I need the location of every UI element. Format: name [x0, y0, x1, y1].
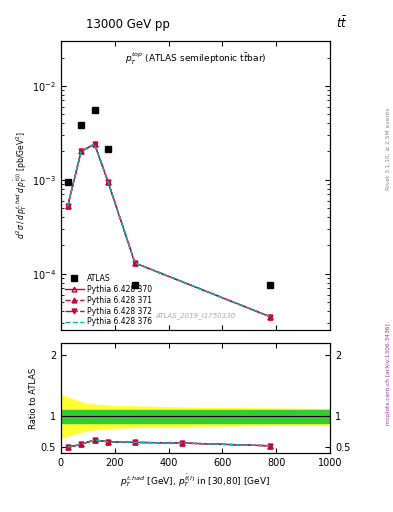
Line: Pythia 6.428 370: Pythia 6.428 370: [65, 142, 272, 319]
Pythia 6.428 376: [92, 141, 97, 147]
Pythia 6.428 370: [132, 260, 137, 266]
Text: ATLAS_2019_I1750330: ATLAS_2019_I1750330: [155, 312, 236, 318]
ATLAS: [92, 107, 97, 113]
Line: Pythia 6.428 372: Pythia 6.428 372: [65, 142, 272, 319]
Pythia 6.428 370: [267, 313, 272, 319]
ATLAS: [65, 179, 70, 185]
Pythia 6.428 371: [267, 313, 272, 319]
Pythia 6.428 372: [79, 148, 83, 155]
Pythia 6.428 371: [132, 260, 137, 266]
Pythia 6.428 376: [267, 313, 272, 319]
Text: $t\bar{t}$: $t\bar{t}$: [336, 15, 348, 31]
X-axis label: $p_T^{t,had}$ [GeV], $p_T^{\bar{t}(l)}$ in [30,80] [GeV]: $p_T^{t,had}$ [GeV], $p_T^{\bar{t}(l)}$ …: [120, 472, 271, 489]
Pythia 6.428 371: [79, 148, 83, 155]
Pythia 6.428 376: [79, 148, 83, 155]
Y-axis label: Ratio to ATLAS: Ratio to ATLAS: [29, 368, 38, 429]
Pythia 6.428 371: [106, 179, 110, 185]
Pythia 6.428 376: [106, 179, 110, 185]
Text: 13000 GeV pp: 13000 GeV pp: [86, 18, 170, 31]
Pythia 6.428 370: [79, 148, 83, 155]
Line: Pythia 6.428 376: Pythia 6.428 376: [68, 144, 270, 316]
ATLAS: [267, 282, 272, 288]
Y-axis label: $d^2\sigma\,/\,d\,p_T^{t,had}\,d\,p_T^{\bar{t}(l)}$ [pb/GeV$^2$]: $d^2\sigma\,/\,d\,p_T^{t,had}\,d\,p_T^{\…: [13, 132, 29, 240]
ATLAS: [132, 282, 137, 288]
Pythia 6.428 372: [267, 313, 272, 319]
Pythia 6.428 372: [92, 141, 97, 147]
ATLAS: [79, 122, 83, 129]
Pythia 6.428 372: [65, 203, 70, 209]
Pythia 6.428 371: [92, 141, 97, 147]
Pythia 6.428 371: [65, 203, 70, 209]
Pythia 6.428 370: [92, 141, 97, 147]
Legend: ATLAS, Pythia 6.428 370, Pythia 6.428 371, Pythia 6.428 372, Pythia 6.428 376: ATLAS, Pythia 6.428 370, Pythia 6.428 37…: [65, 274, 152, 327]
Pythia 6.428 372: [106, 179, 110, 185]
ATLAS: [106, 146, 110, 153]
Text: Rivet 3.1.10, ≥ 2.5M events: Rivet 3.1.10, ≥ 2.5M events: [386, 107, 391, 190]
Pythia 6.428 370: [106, 179, 110, 185]
Pythia 6.428 376: [132, 260, 137, 266]
Line: Pythia 6.428 371: Pythia 6.428 371: [65, 142, 272, 319]
Line: ATLAS: ATLAS: [64, 107, 273, 289]
Text: $p_T^{top}$ (ATLAS semileptonic t$\bar{t}$bar): $p_T^{top}$ (ATLAS semileptonic t$\bar{t…: [125, 51, 266, 68]
Pythia 6.428 372: [132, 260, 137, 266]
Pythia 6.428 370: [65, 203, 70, 209]
Pythia 6.428 376: [65, 203, 70, 209]
Text: mcplots.cern.ch [arXiv:1306.3436]: mcplots.cern.ch [arXiv:1306.3436]: [386, 323, 391, 424]
